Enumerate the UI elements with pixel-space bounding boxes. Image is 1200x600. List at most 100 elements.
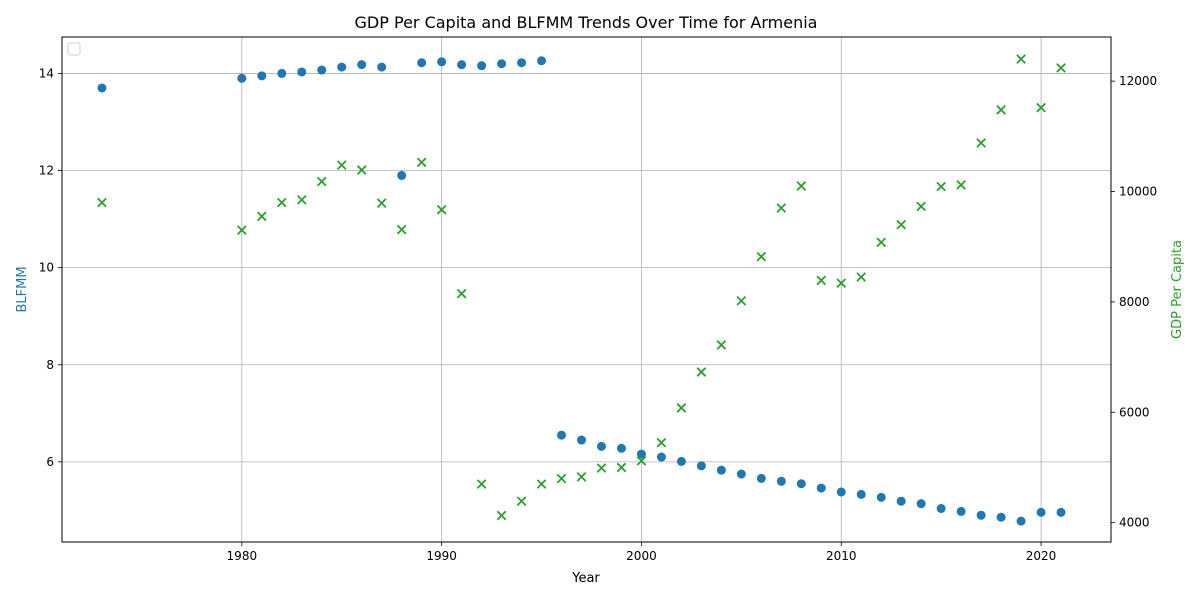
x-tick-label: 2010 xyxy=(826,549,857,563)
gdp-point xyxy=(336,160,347,170)
x-tick-label: 1980 xyxy=(227,549,258,563)
gdp-point-stroke xyxy=(97,197,107,208)
blfmm-point xyxy=(956,506,966,516)
blfmm-point xyxy=(876,492,886,502)
blfmm-point xyxy=(357,60,367,70)
gdp-point xyxy=(276,197,287,208)
gdp-point-stroke xyxy=(696,367,707,377)
blfmm-point xyxy=(1036,507,1046,517)
blfmm-point xyxy=(596,441,606,451)
gdp-point xyxy=(776,203,787,213)
gdp-point xyxy=(396,224,407,235)
gdp-point xyxy=(476,479,487,489)
gdp-point xyxy=(236,225,247,236)
blfmm-point xyxy=(437,57,447,67)
gdp-point xyxy=(576,472,587,482)
gdp-point-stroke xyxy=(356,165,367,175)
blfmm-point xyxy=(337,62,347,72)
gdp-point-stroke xyxy=(956,180,966,190)
blfmm-point xyxy=(916,499,926,509)
gdp-point-stroke xyxy=(1036,102,1046,113)
gdp-point xyxy=(556,473,567,484)
blfmm-point xyxy=(577,435,587,445)
gdp-point xyxy=(936,181,946,192)
gdp-point-stroke xyxy=(716,340,727,350)
blfmm-point xyxy=(237,73,247,83)
gdp-point xyxy=(596,463,607,473)
blfmm-point xyxy=(696,461,706,471)
blfmm-point xyxy=(257,71,267,81)
gdp-point xyxy=(876,237,887,248)
blfmm-point xyxy=(896,496,906,506)
gdp-point xyxy=(296,194,307,205)
blfmm-point xyxy=(936,503,946,513)
plot-frame xyxy=(61,36,1112,543)
grid-lines xyxy=(62,37,1111,542)
blfmm-point xyxy=(417,58,427,68)
gdp-point-stroke xyxy=(856,272,867,282)
gdp-point xyxy=(816,275,827,286)
blfmm-point xyxy=(736,469,746,479)
blfmm-point xyxy=(517,58,527,68)
gdp-point xyxy=(976,138,986,148)
gdp-point xyxy=(896,219,907,230)
gdp-point xyxy=(496,510,507,521)
right-y-axis-title: GDP Per Capita xyxy=(1170,240,1185,339)
gdp-point xyxy=(416,157,427,168)
blfmm-point xyxy=(477,61,487,71)
blfmm-point xyxy=(497,59,507,69)
gdp-point-stroke xyxy=(616,462,627,473)
gdp-point-stroke xyxy=(376,198,387,208)
gdp-point-stroke xyxy=(776,203,787,213)
gdp-point xyxy=(716,340,727,350)
gdp-point xyxy=(796,181,807,191)
gdp-point-stroke xyxy=(396,224,407,235)
left-y-tick-label: 8 xyxy=(46,358,54,372)
gdp-point xyxy=(676,403,687,413)
x-tick-label: 2000 xyxy=(626,549,657,563)
right-y-tick-label: 10000 xyxy=(1119,185,1157,199)
x-axis-title: Year xyxy=(571,571,600,586)
gdp-point xyxy=(856,272,867,282)
blfmm-point xyxy=(317,65,327,75)
right-y-tick-label: 4000 xyxy=(1119,516,1150,530)
x-tick-label: 1990 xyxy=(426,549,457,563)
gdp-point xyxy=(956,180,966,190)
gdp-point-stroke xyxy=(796,181,807,191)
gdp-point xyxy=(376,198,387,208)
blfmm-point xyxy=(537,56,547,66)
left-y-tick-label: 10 xyxy=(39,261,54,275)
blfmm-point xyxy=(297,67,307,77)
blfmm-point xyxy=(716,465,726,475)
blfmm-point xyxy=(676,456,686,466)
gdp-point xyxy=(256,211,267,222)
gdp-point xyxy=(456,288,467,299)
right-y-tick-label: 12000 xyxy=(1119,74,1157,88)
blfmm-point xyxy=(756,473,766,483)
gdp-point xyxy=(1016,54,1026,64)
gdp-point-stroke xyxy=(876,237,887,248)
blfmm-point xyxy=(616,443,626,453)
blfmm-point xyxy=(1016,516,1026,526)
gdp-point xyxy=(836,278,847,288)
blfmm-point xyxy=(816,483,826,493)
gdp-point-stroke xyxy=(676,403,687,413)
gdp-point-stroke xyxy=(976,138,986,148)
gdp-point-stroke xyxy=(596,463,607,473)
blfmm-point xyxy=(996,512,1006,522)
gdp-point xyxy=(316,176,327,187)
gdp-point-stroke xyxy=(416,157,427,168)
gdp-point xyxy=(536,479,547,489)
gdp-point-stroke xyxy=(296,194,307,205)
gdp-point xyxy=(636,456,647,466)
legend-box xyxy=(67,42,81,56)
gdp-point-stroke xyxy=(516,496,527,506)
left-y-tick-label: 12 xyxy=(39,164,54,178)
gdp-point xyxy=(736,295,747,306)
blfmm-point xyxy=(1056,507,1066,517)
gdp-point xyxy=(616,462,627,473)
blfmm-point xyxy=(836,487,846,497)
blfmm-point xyxy=(457,60,467,70)
